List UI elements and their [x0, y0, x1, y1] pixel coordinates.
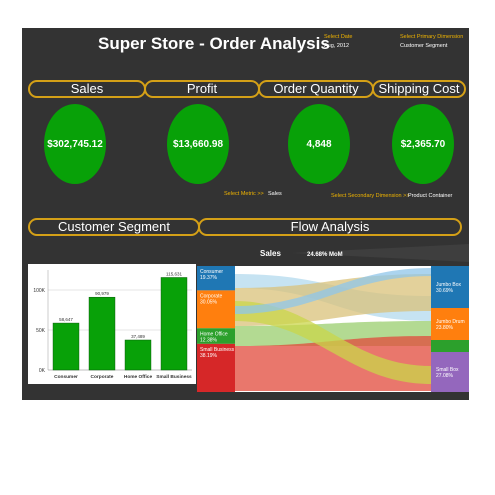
select-primary-dimension-dropdown[interactable]: Customer Segment — [400, 43, 448, 49]
profit-header: Profit — [144, 80, 260, 98]
select-primary-dimension-label: Select Primary Dimension — [400, 34, 464, 40]
flow-band — [235, 301, 431, 384]
select-metric-label: Select Metric >> — [224, 191, 264, 197]
right-node — [431, 266, 469, 308]
shipping-cost-kpi: $2,365.70 — [392, 104, 454, 184]
flow-analysis-panel: Consumer 19.37% Corporate 30.05% Home Office… — [197, 266, 469, 392]
left-node-pct: 38.19% — [200, 353, 218, 359]
sales-value: $302,745.12 — [47, 138, 103, 150]
category-label: Consumer — [54, 374, 78, 380]
left-node-name: Corporate — [200, 293, 222, 299]
right-node-pct: 27.08% — [436, 373, 454, 379]
flow-analysis-header: Flow Analysis — [198, 218, 462, 236]
bar — [160, 277, 188, 371]
select-date-label: Select Date — [324, 34, 353, 40]
bar — [124, 339, 152, 371]
select-secondary-dimension-label: Select Secondary Dimension >> — [331, 193, 410, 199]
profit-value: $13,660.98 — [172, 138, 224, 150]
left-node-name: Small Business — [200, 347, 235, 353]
select-metric-dropdown[interactable]: Sales — [268, 191, 282, 197]
y-tick-label: 0K — [39, 368, 46, 374]
y-tick-label: 50K — [36, 328, 46, 334]
right-node — [431, 308, 469, 340]
select-date-dropdown[interactable]: Aug, 2012 — [324, 43, 350, 49]
right-node-small — [431, 340, 469, 352]
data-label: 58,647 — [59, 317, 73, 322]
right-node-pct: 23.80% — [436, 325, 454, 331]
flow-mom-label: 24.68% MoM — [307, 252, 343, 258]
select-secondary-dimension-dropdown[interactable]: Product Container — [408, 193, 453, 199]
sales-header: Sales — [28, 80, 146, 98]
profit-kpi: $13,660.98 — [167, 104, 229, 184]
left-node-name: Consumer — [200, 269, 223, 275]
y-tick-label: 100K — [33, 288, 45, 294]
flow-metric-label: Sales — [260, 249, 281, 258]
customer-segment-chart: 0K 50K 100K 58,647 Consumer 90,979 Corporate 37… — [28, 264, 196, 384]
left-node — [197, 290, 235, 329]
right-node-name: Jumbo Box — [436, 282, 462, 288]
left-node — [197, 328, 235, 344]
data-label: 90,979 — [95, 291, 109, 296]
order-quantity-value: 4,848 — [306, 138, 332, 150]
right-node — [431, 352, 469, 392]
left-node — [197, 343, 235, 392]
flow-header-svg: Sales 24.68% MoM — [260, 244, 469, 262]
left-node-name: Home Office — [200, 331, 228, 337]
flow-band — [235, 268, 431, 314]
bar-chart-svg: 0K 50K 100K 58,647 Consumer 90,979 Corporate 37… — [33, 270, 192, 380]
shipping-cost-value: $2,365.70 — [400, 138, 446, 150]
right-node-pct: 30.69% — [436, 288, 454, 294]
sales-kpi: $302,745.12 — [44, 104, 106, 184]
category-label: Small Business — [156, 374, 192, 380]
bar — [52, 322, 80, 371]
customer-segment-header: Customer Segment — [28, 218, 200, 236]
order-quantity-kpi: 4,848 — [288, 104, 350, 184]
category-label: Home Office — [124, 374, 153, 380]
bar — [88, 296, 116, 371]
data-label: 115,631 — [166, 271, 182, 276]
page-title: Super Store - Order Analysis — [98, 34, 330, 53]
left-node — [197, 266, 235, 291]
flow-header-bar: Sales 24.68% MoM — [197, 242, 469, 264]
order-quantity-header: Order Quantity — [258, 80, 374, 98]
dashboard: Super Store - Order Analysis Select Date… — [22, 28, 469, 400]
left-node-pct: 12.38% — [200, 337, 218, 343]
data-label: 37,489 — [131, 334, 145, 339]
left-node-pct: 19.37% — [200, 275, 218, 281]
category-label: Corporate — [91, 374, 114, 380]
shipping-cost-header: Shipping Cost — [372, 80, 466, 98]
left-node-pct: 30.05% — [200, 299, 218, 305]
flow-band — [235, 336, 431, 391]
right-node-name: Small Box — [436, 367, 459, 373]
right-node-name: Jumbo Drum — [436, 319, 465, 325]
